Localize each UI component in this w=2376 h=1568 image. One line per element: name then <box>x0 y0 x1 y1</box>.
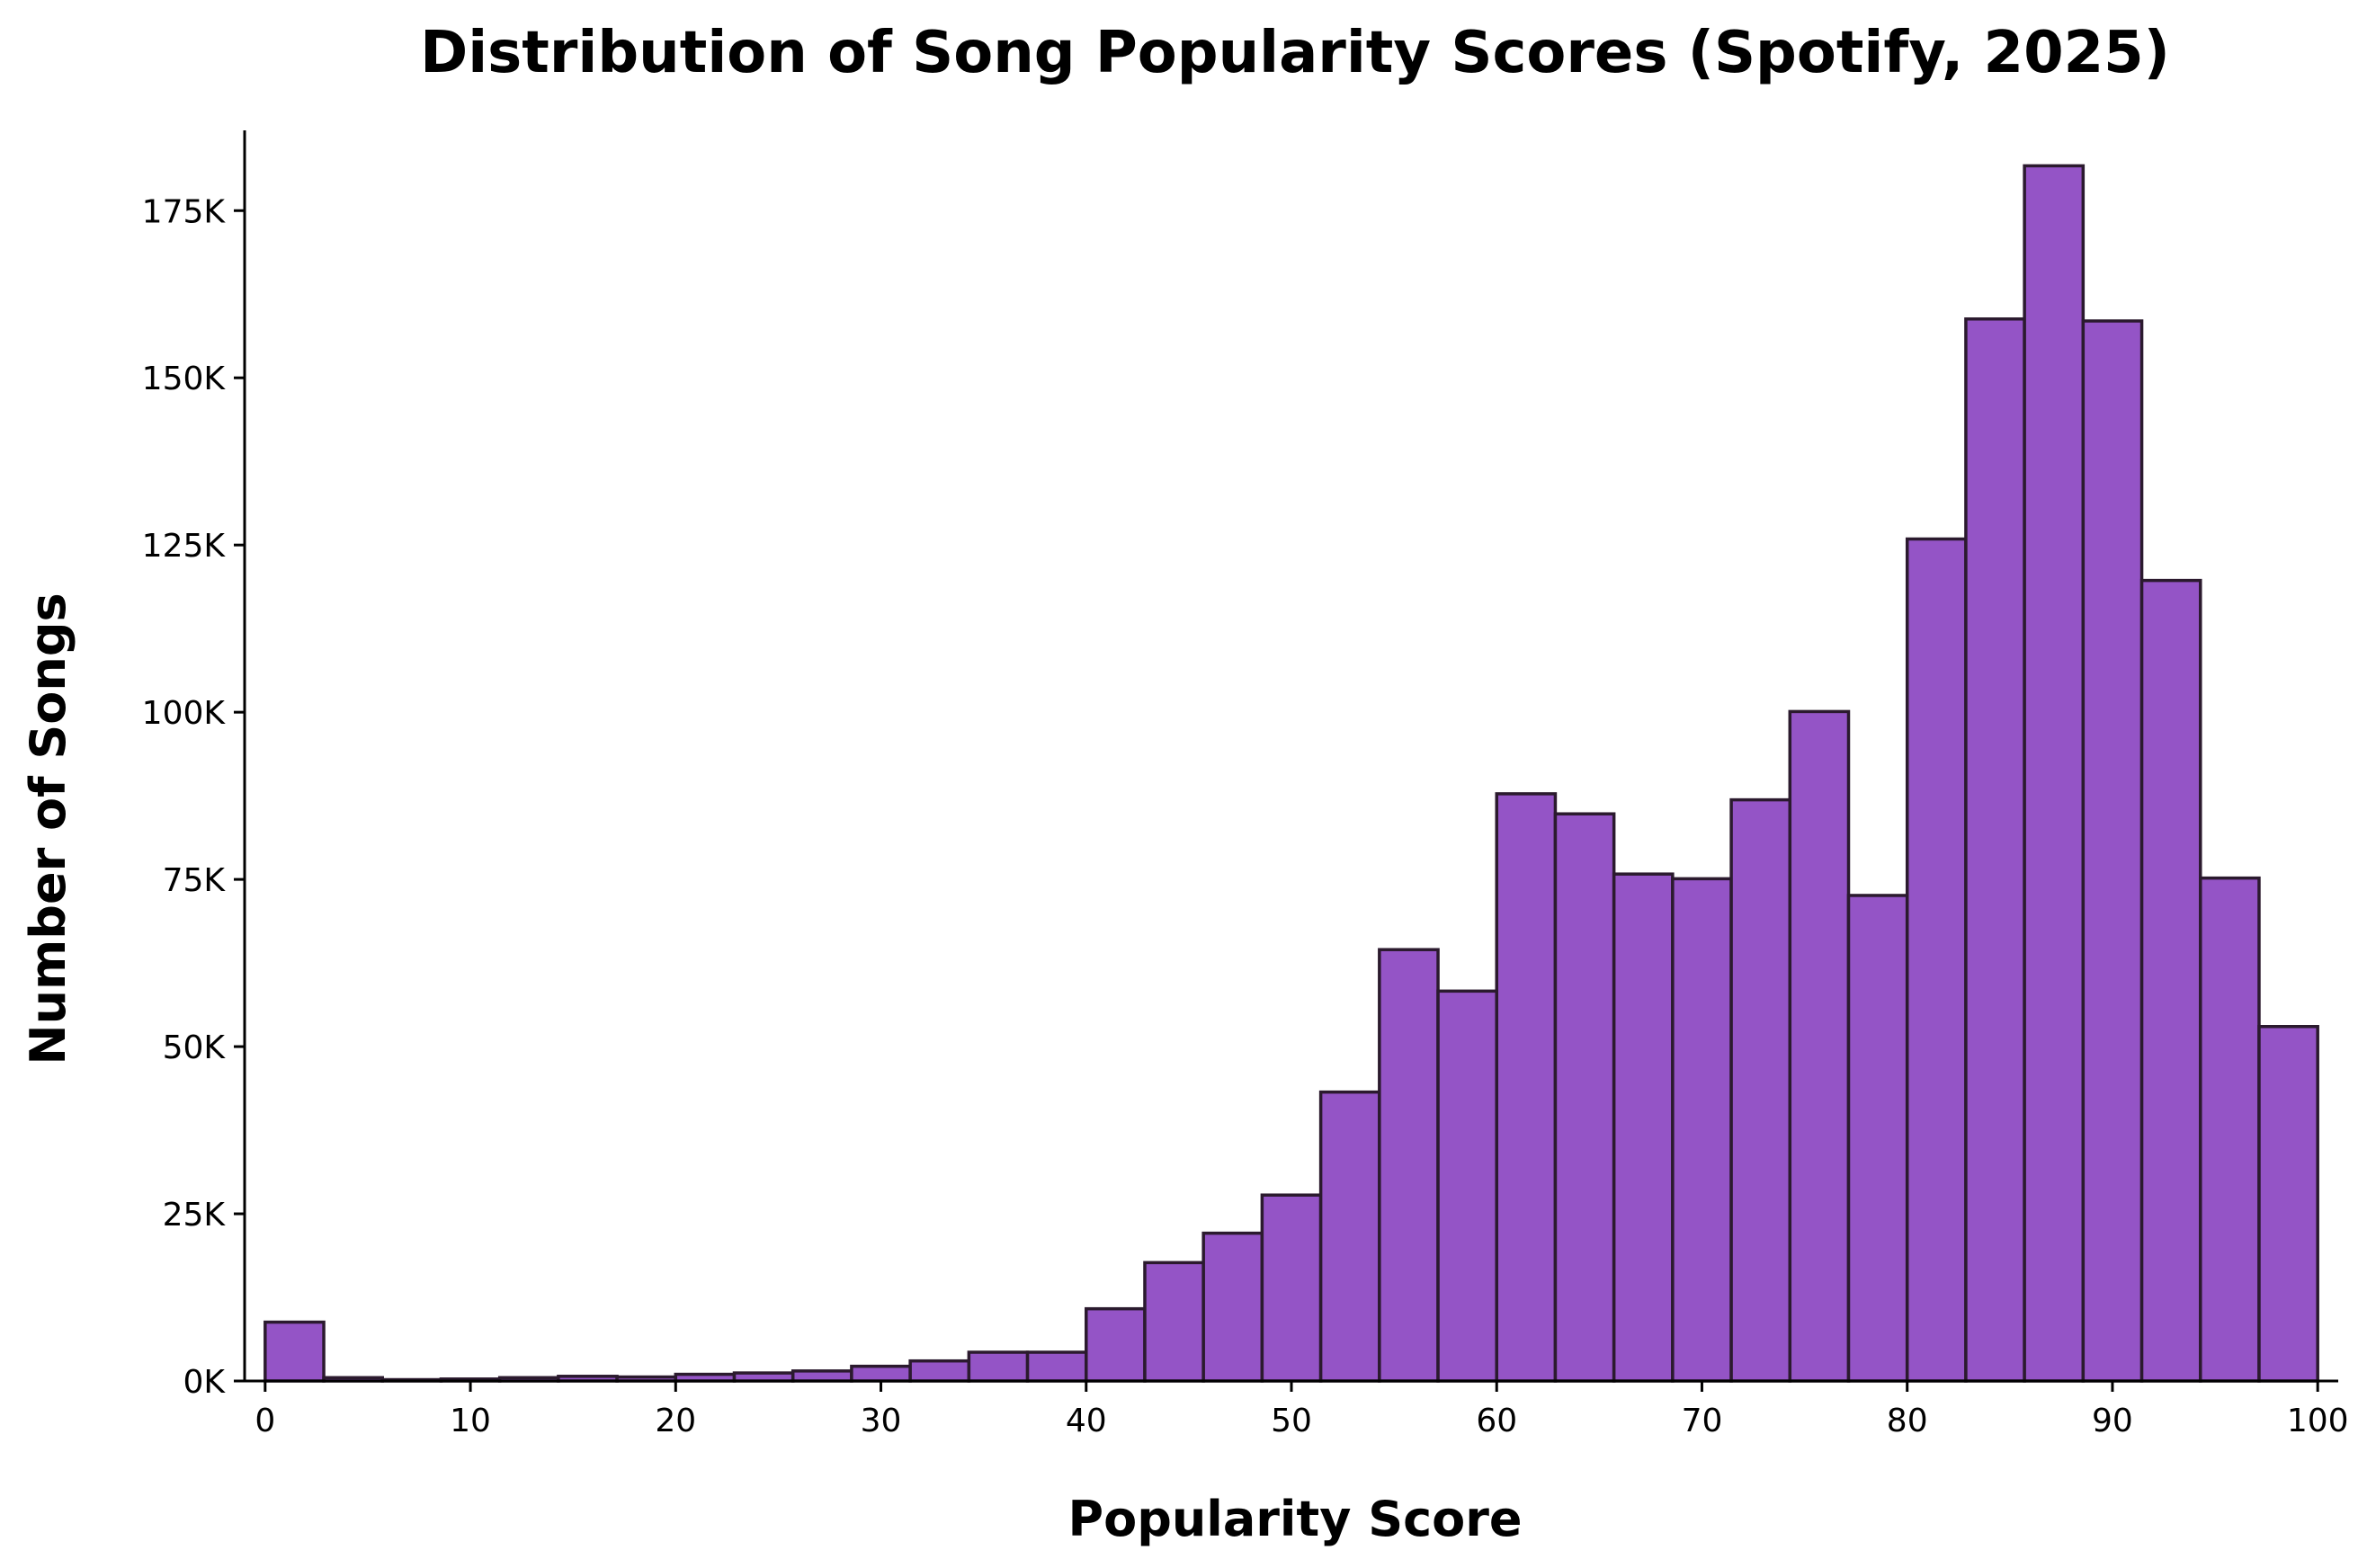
histogram-bar <box>1201 1231 1264 1383</box>
y-axis-label: Number of Songs <box>20 592 76 1065</box>
x-axis-label: Popularity Score <box>1068 1491 1523 1547</box>
x-tick-label: 100 <box>2287 1403 2349 1439</box>
histogram-bar <box>1964 317 2026 1383</box>
histogram-bar <box>1788 709 1851 1383</box>
histogram-bar <box>1143 1261 1205 1383</box>
histogram-bar <box>1905 537 1968 1383</box>
axes-layer: 0 10 20 30 40 50 60 70 80 90 100 0K 25K 50K 75K 100K 125… <box>142 130 2349 1439</box>
y-tick-label: 125K <box>142 528 227 565</box>
histogram-bar <box>791 1369 853 1383</box>
x-tick-label: 10 <box>450 1403 491 1439</box>
histogram-bar <box>908 1359 971 1383</box>
x-tick-label: 50 <box>1271 1403 1312 1439</box>
y-tick-label: 175K <box>142 193 227 230</box>
y-tick-label: 25K <box>163 1197 227 1234</box>
histogram-bar <box>1436 989 1498 1383</box>
y-tick-label: 0K <box>183 1364 226 1401</box>
histogram-bar <box>850 1364 912 1383</box>
histogram-bar <box>1260 1193 1323 1383</box>
histogram-bar <box>1085 1306 1147 1383</box>
histogram-bar <box>2257 1025 2319 1383</box>
y-tick-label: 100K <box>142 695 227 732</box>
x-tick-label: 70 <box>1682 1403 1723 1439</box>
x-tick-label: 40 <box>1066 1403 1107 1439</box>
chart-title: Distribution of Song Popularity Scores (… <box>420 20 2170 86</box>
x-tick-label: 90 <box>2092 1403 2133 1439</box>
y-tick-label: 150K <box>142 361 227 397</box>
histogram-bar <box>2023 164 2086 1383</box>
histogram-bar <box>1612 872 1675 1383</box>
histogram-bar <box>1378 948 1440 1383</box>
histogram-bar <box>2139 578 2202 1383</box>
x-tick-label: 80 <box>1887 1403 1928 1439</box>
histogram-bar <box>1495 792 1558 1383</box>
histogram-bar <box>1318 1090 1381 1383</box>
x-tick-label: 20 <box>655 1403 696 1439</box>
histogram-bar <box>1671 877 1733 1383</box>
x-tick-label: 30 <box>861 1403 902 1439</box>
histogram-bar <box>1846 894 1909 1383</box>
y-tick-label: 50K <box>163 1029 227 1066</box>
histogram-bar <box>967 1350 1030 1383</box>
histogram-bar <box>1025 1350 1088 1383</box>
histogram-bar <box>2081 319 2144 1383</box>
bars-layer <box>264 164 2319 1383</box>
x-tick-label: 0 <box>255 1403 275 1439</box>
histogram-bar <box>2199 876 2261 1383</box>
y-tick-label: 75K <box>163 862 227 899</box>
histogram-bar <box>1553 812 1616 1383</box>
x-tick-label: 60 <box>1476 1403 1517 1439</box>
histogram-bar <box>264 1320 326 1383</box>
histogram-bar <box>1729 797 1792 1383</box>
